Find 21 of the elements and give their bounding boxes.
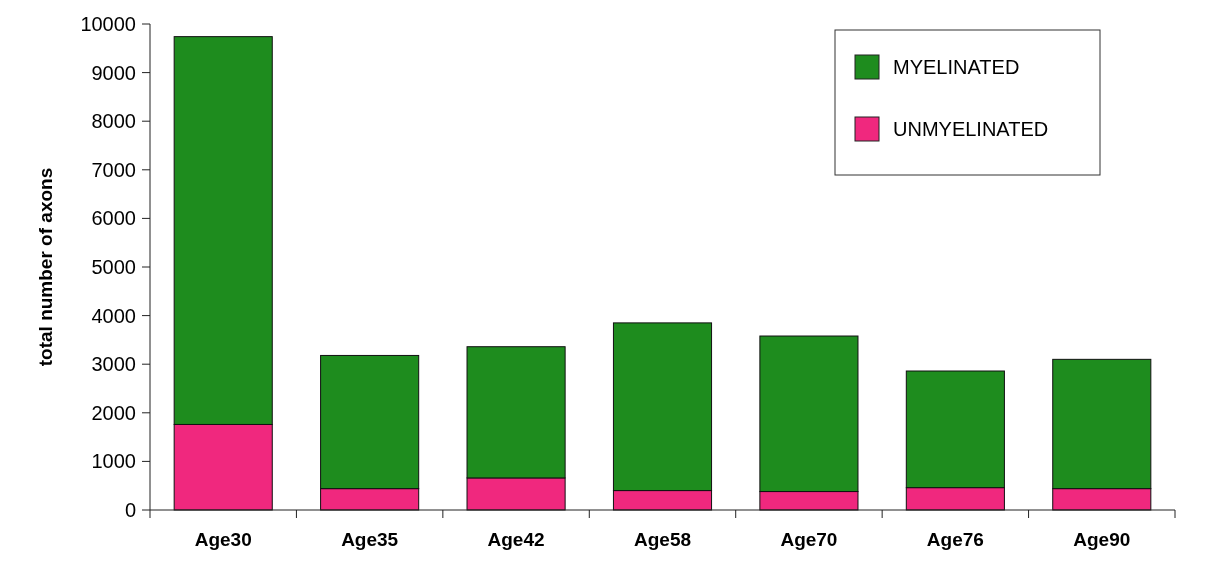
y-tick-label: 1000 xyxy=(91,450,136,473)
x-tick-label: Age42 xyxy=(487,529,545,550)
x-tick-label: Age58 xyxy=(633,529,692,550)
x-tick-label: Age35 xyxy=(341,529,399,550)
x-tick-label: Age70 xyxy=(780,529,838,550)
y-tick-label: 8000 xyxy=(91,110,136,133)
y-tick-label: 5000 xyxy=(91,256,136,278)
legend-label: MYELINATED xyxy=(893,56,1020,78)
y-tick-label: 10000 xyxy=(80,13,136,35)
y-axis-title: total number of axons xyxy=(35,167,56,367)
legend-label: UNMYELINATED xyxy=(893,118,1049,140)
y-tick-label: 9000 xyxy=(91,61,136,84)
x-tick-label: Age30 xyxy=(194,529,252,550)
y-tick-label: 0 xyxy=(124,499,136,521)
y-tick-label: 2000 xyxy=(91,401,136,424)
y-tick-label: 4000 xyxy=(91,304,136,327)
y-tick-label: 7000 xyxy=(91,158,136,181)
y-tick-label: 3000 xyxy=(91,353,136,376)
x-tick-label: Age76 xyxy=(926,529,984,550)
x-tick-label: Age90 xyxy=(1073,529,1131,550)
y-tick-label: 6000 xyxy=(91,207,136,230)
